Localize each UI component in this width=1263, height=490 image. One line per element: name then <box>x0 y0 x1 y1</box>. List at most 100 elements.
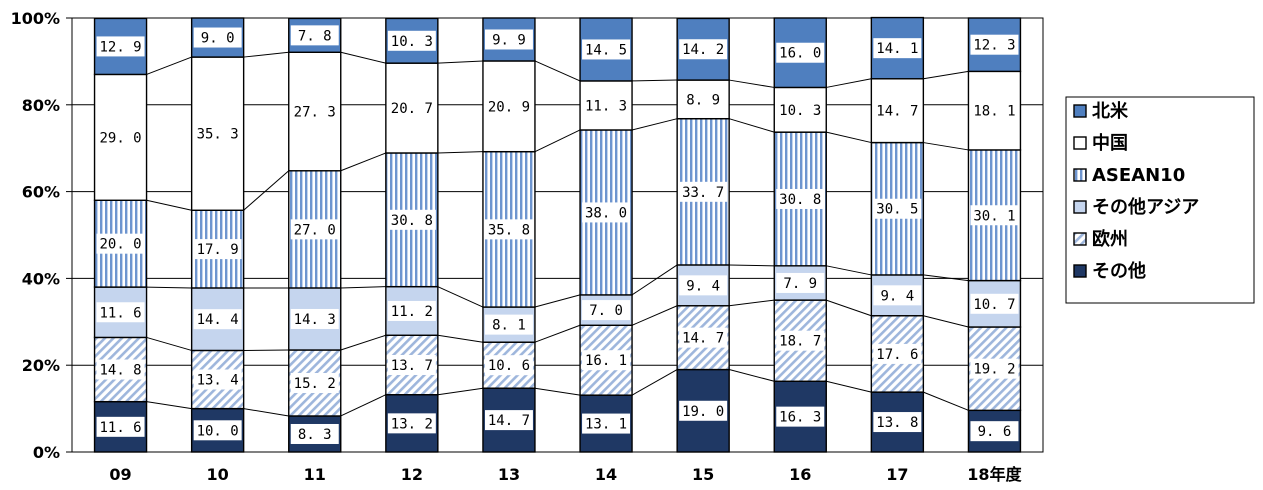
data-label-text: 8. 9 <box>686 92 720 108</box>
data-label: 7. 9 <box>776 272 825 293</box>
data-label: 30. 1 <box>970 205 1019 226</box>
data-label: 20. 0 <box>96 233 145 254</box>
legend-label: その他 <box>1092 260 1146 282</box>
data-label-text: 16. 0 <box>779 46 821 62</box>
legend-label: ASEAN10 <box>1092 165 1185 186</box>
data-label-text: 14. 7 <box>488 413 530 429</box>
series-connector <box>826 265 872 276</box>
legend-swatch <box>1073 136 1087 150</box>
data-label: 7. 0 <box>582 300 631 321</box>
data-label: 30. 5 <box>873 198 922 219</box>
data-label-bg <box>96 302 145 323</box>
series-connector <box>534 129 581 153</box>
data-label-bg <box>873 198 922 219</box>
series-connector <box>923 391 969 411</box>
y-tick-label: 0% <box>33 443 60 462</box>
x-axis: 09 10 11 12 13 14 15 16 17 18年度 <box>109 465 1022 484</box>
series-connector <box>534 294 581 308</box>
data-label-text: 15. 2 <box>294 376 336 392</box>
data-label-text: 14. 7 <box>876 104 918 120</box>
data-label: 35. 8 <box>484 219 533 240</box>
data-label-bg <box>96 359 145 380</box>
series-connector <box>632 79 678 82</box>
data-label: 14. 4 <box>193 309 242 330</box>
data-label: 9. 4 <box>873 285 922 306</box>
legend-item: その他 <box>1073 260 1146 282</box>
data-label-text: 10. 6 <box>488 358 530 374</box>
x-tick-label: 11 <box>304 465 326 484</box>
x-tick-label: 12 <box>401 465 423 484</box>
data-label-text: 30. 1 <box>973 208 1015 224</box>
data-label: 9. 9 <box>484 29 533 50</box>
legend-swatch <box>1073 104 1087 118</box>
series-connector <box>146 199 192 211</box>
legend-item: 欧州 <box>1073 228 1128 250</box>
data-label-bg <box>193 309 242 330</box>
data-label-text: 14. 5 <box>585 42 627 58</box>
data-label-text: 14. 3 <box>294 312 336 328</box>
data-label-text: 12. 3 <box>973 38 1015 54</box>
legend-label: 欧州 <box>1092 228 1128 250</box>
series-connectors <box>146 51 969 417</box>
data-label-text: 20. 7 <box>391 101 433 117</box>
data-label-bg <box>484 314 533 335</box>
data-label-text: 29. 0 <box>99 130 141 146</box>
data-label-bg <box>776 406 825 427</box>
data-label-bg <box>193 123 242 144</box>
data-label-bg <box>290 219 339 240</box>
series-connector <box>243 51 289 58</box>
series-connector <box>729 79 775 88</box>
data-label-text: 14. 7 <box>682 331 724 347</box>
data-label: 16. 0 <box>776 42 825 63</box>
series-connector <box>729 264 775 267</box>
data-label: 13. 4 <box>193 369 242 390</box>
data-label-bg <box>193 420 242 441</box>
y-tick-label: 80% <box>22 96 60 115</box>
series-connector <box>146 336 192 351</box>
data-label-text: 7. 8 <box>298 28 332 44</box>
data-label-bg <box>290 101 339 122</box>
data-label-bg <box>776 272 825 293</box>
data-label: 13. 2 <box>387 413 436 434</box>
data-label: 33. 7 <box>679 181 728 202</box>
data-label-text: 14. 8 <box>99 363 141 379</box>
data-label: 18. 1 <box>970 100 1019 121</box>
data-label: 19. 0 <box>679 400 728 421</box>
legend-label: 北米 <box>1092 100 1129 122</box>
data-label-bg <box>679 89 728 110</box>
data-label: 8. 3 <box>290 423 339 444</box>
data-label-bg <box>290 25 339 46</box>
data-label: 17. 9 <box>193 239 242 260</box>
data-label-bg <box>387 300 436 321</box>
data-label-text: 30. 5 <box>876 202 918 218</box>
series-connector <box>923 274 969 282</box>
legend-item: 中国 <box>1073 132 1128 154</box>
data-label: 38. 0 <box>582 202 631 223</box>
data-label: 30. 8 <box>387 209 436 230</box>
data-label: 10. 7 <box>970 293 1019 314</box>
data-label-text: 27. 0 <box>294 222 336 238</box>
data-label: 13. 7 <box>387 354 436 375</box>
data-label-text: 13. 1 <box>585 417 627 433</box>
data-label: 9. 6 <box>970 421 1019 442</box>
data-label-text: 14. 4 <box>197 312 239 328</box>
y-tick-label: 20% <box>22 356 60 375</box>
data-label-text: 10. 0 <box>197 423 239 439</box>
data-label: 14. 1 <box>873 38 922 59</box>
data-label: 10. 3 <box>776 99 825 120</box>
data-label-text: 17. 9 <box>197 242 239 258</box>
data-label: 14. 5 <box>582 39 631 60</box>
series-connector <box>826 78 872 88</box>
series-connector <box>729 369 775 382</box>
data-label-text: 12. 9 <box>99 39 141 55</box>
x-tick-label: 17 <box>886 465 908 484</box>
data-label-text: 9. 4 <box>686 278 720 294</box>
data-label-text: 16. 1 <box>585 353 627 369</box>
legend-label: その他アジア <box>1092 196 1199 218</box>
series-connector <box>243 408 289 417</box>
series-connector <box>826 380 872 393</box>
data-label-text: 35. 3 <box>197 127 239 143</box>
series-connector <box>340 51 386 64</box>
